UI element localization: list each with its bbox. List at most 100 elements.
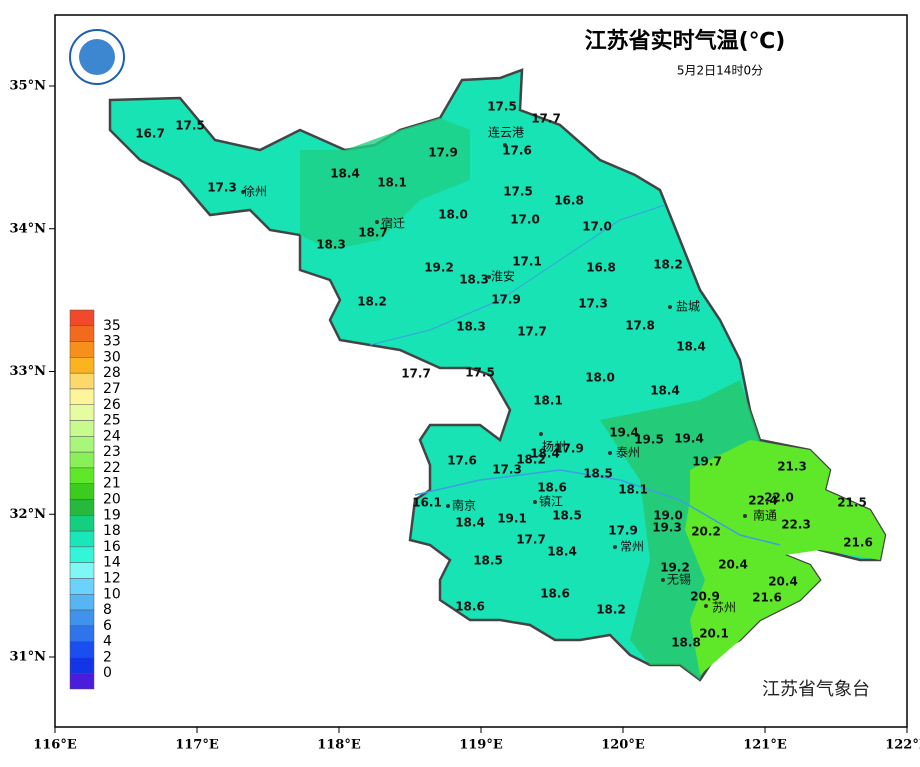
station-temp: 19.4 [609,426,639,440]
legend-label: 6 [103,618,112,634]
legend-label: 25 [103,413,121,429]
legend-swatch [69,357,95,374]
legend-label: 22 [103,460,121,476]
legend-swatch [69,578,95,595]
legend-swatch [69,672,95,690]
station-temp: 20.4 [718,558,748,572]
legend-swatch [69,309,95,327]
x-tick-label: 122°E [885,738,920,753]
legend-label: 14 [103,555,121,571]
legend-swatch [69,467,95,484]
station-temp: 16.1 [412,496,442,510]
subtitle: 5月2日14时0分 [677,64,763,78]
station-temp: 17.7 [401,367,431,381]
x-tick-label: 117°E [175,738,219,753]
station-temp: 17.0 [510,213,540,227]
river [369,204,666,346]
station-temp: 17.9 [554,442,584,456]
legend-swatch [69,420,95,437]
city-dot [661,578,665,582]
legend-label: 12 [103,570,121,586]
city-dot [533,500,537,504]
station-temp: 22.0 [764,491,794,505]
legend-label: 26 [103,397,121,413]
station-temp: 17.5 [503,185,533,199]
y-tick-label: 33°N [10,364,47,379]
station-temp: 17.3 [492,463,522,477]
station-temp: 18.6 [540,587,570,601]
station-temp: 17.5 [465,366,495,380]
legend-label: 28 [103,365,121,381]
legend-swatch [69,609,95,627]
station-temp: 18.2 [516,453,546,467]
station-temp: 16.8 [554,194,584,208]
station-temp: 17.8 [625,319,655,333]
station-temp: 18.4 [676,340,706,354]
station-temp: 17.7 [516,533,546,547]
y-tick-label: 31°N [10,650,47,665]
city-name: 淮安 [491,269,515,284]
legend-swatch [69,657,95,674]
station-temp: 18.2 [357,295,387,309]
station-temp: 18.5 [583,467,613,481]
station-temp: 21.6 [752,591,782,605]
legend-label: 8 [103,602,112,618]
legend-swatch [69,625,95,642]
city-dot [241,190,245,194]
station-temp: 18.8 [671,636,701,650]
legend-swatch [69,341,95,358]
city-dot [487,275,491,279]
legend-swatch [69,499,95,516]
legend-swatch [69,404,95,421]
city-dot [539,432,543,436]
city-dot [608,451,612,455]
city-dot [668,305,672,309]
station-temp: 22.4 [748,494,778,508]
station-temp: 17.3 [207,181,237,195]
station-temp: 19.7 [692,455,722,469]
station-temp: 18.1 [533,394,563,408]
station-temp: 18.4 [547,545,577,559]
legend-label: 35 [103,318,121,334]
logo [79,39,115,75]
station-temp: 17.6 [502,144,532,158]
city-name: 宿迁 [381,216,405,231]
legend-swatch [69,562,95,579]
station-temp: 17.3 [578,297,608,311]
x-tick-label: 118°E [317,738,361,753]
legend-swatch [69,594,95,611]
legend-label: 30 [103,349,121,365]
station-temp: 18.0 [438,208,468,222]
legend-label: 27 [103,381,121,397]
city-name: 苏州 [712,601,736,615]
x-tick-label: 121°E [743,738,787,753]
title: 江苏省实时气温(℃) [585,28,786,54]
legend-swatch [69,515,95,532]
station-temp: 17.9 [608,524,638,538]
legend-swatch [69,451,95,469]
station-temp: 17.7 [531,112,561,126]
city-dot [743,514,747,518]
city-dot [613,545,617,549]
station-temp: 17.9 [491,293,521,307]
city-name: 扬州 [542,439,566,454]
station-temp: 17.6 [447,454,477,468]
y-tick-label: 35°N [10,79,47,94]
station-temp: 21.6 [843,536,873,550]
legend-swatch [69,325,95,342]
station-temp: 20.1 [699,627,729,641]
legend-label: 10 [103,586,121,602]
y-tick-label: 34°N [10,221,47,236]
legend-label: 0 [103,665,112,681]
hot-zone [685,440,885,675]
legend-swatch [69,436,95,453]
city-dot [446,504,450,508]
station-temp: 18.1 [377,176,407,190]
legend-label: 24 [103,428,121,444]
city-name: 镇江 [539,495,563,509]
city-dot [375,220,379,224]
station-temp: 18.7 [358,226,388,240]
station-temp: 17.0 [582,220,612,234]
legend-label: 16 [103,539,121,555]
legend-label: 18 [103,523,121,539]
